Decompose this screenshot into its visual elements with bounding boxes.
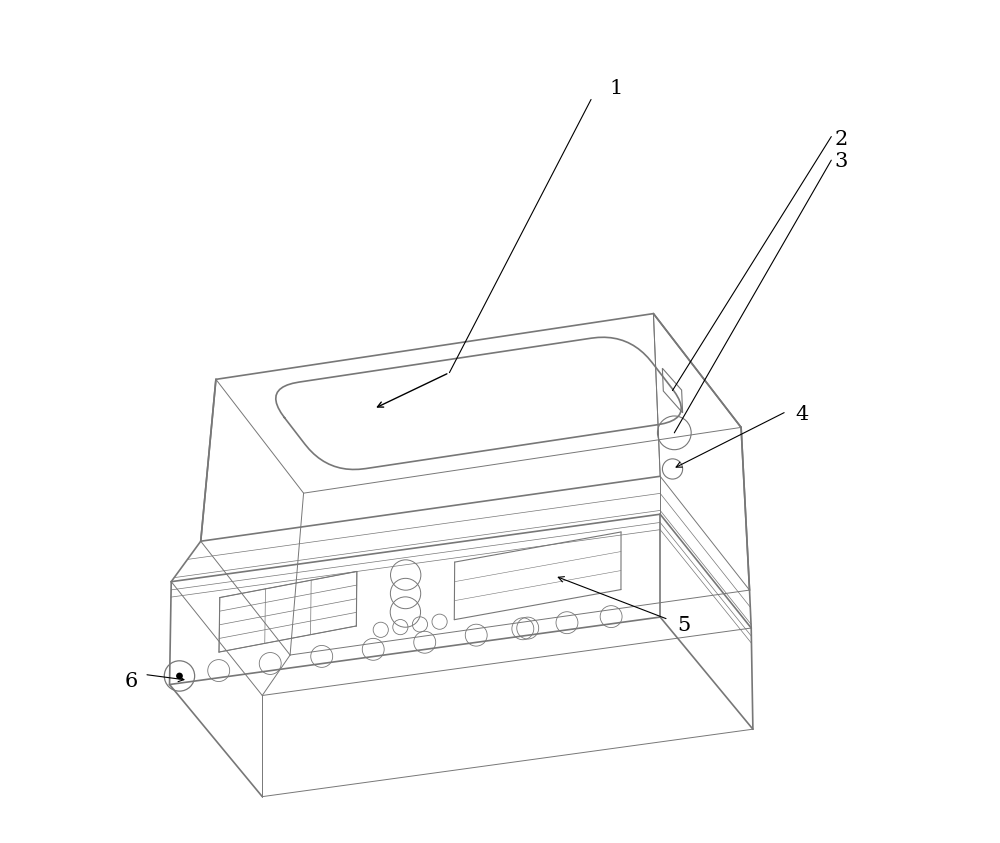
Circle shape: [176, 673, 183, 679]
Text: 3: 3: [835, 153, 848, 171]
Text: 1: 1: [610, 79, 623, 98]
Text: 4: 4: [795, 405, 808, 424]
Text: 2: 2: [835, 130, 848, 148]
Text: 5: 5: [677, 616, 690, 635]
Text: 6: 6: [124, 672, 137, 690]
